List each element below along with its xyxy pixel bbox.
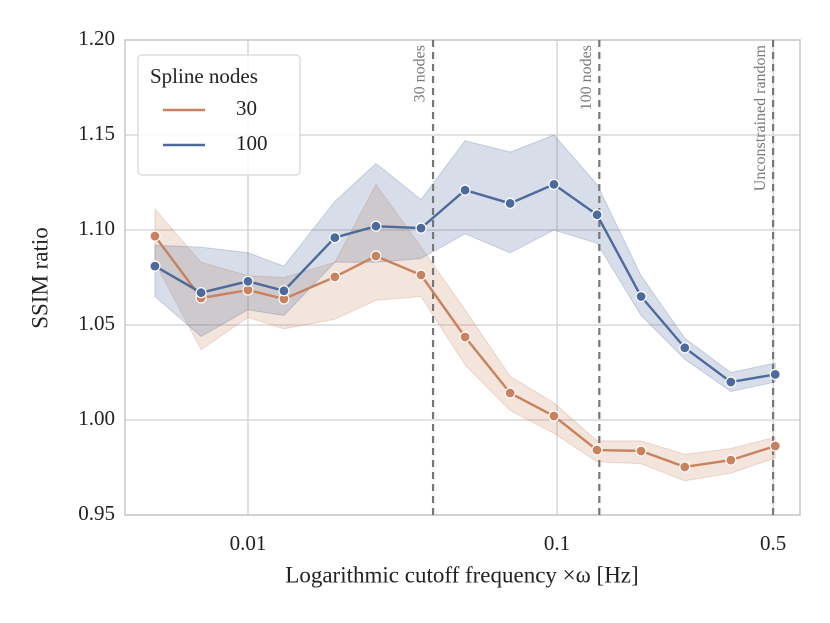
y-tick-label: 1.20 bbox=[78, 26, 115, 50]
point bbox=[725, 454, 737, 466]
point bbox=[195, 287, 207, 299]
point bbox=[548, 178, 560, 190]
point bbox=[635, 290, 647, 303]
y-tick-label: 1.10 bbox=[78, 216, 115, 240]
reference-label: 30 nodes bbox=[412, 45, 429, 102]
x-tick-label: 0.5 bbox=[760, 531, 786, 555]
legend-label: 100 bbox=[236, 131, 268, 155]
x-tick-label: 0.1 bbox=[544, 531, 570, 555]
point bbox=[591, 444, 603, 456]
x-axis-label: Logarithmic cutoff frequency ×ω [Hz] bbox=[285, 562, 638, 587]
point bbox=[769, 440, 781, 452]
legend-label: 30 bbox=[236, 96, 257, 120]
point bbox=[149, 230, 161, 242]
point bbox=[679, 342, 691, 354]
point bbox=[459, 184, 471, 196]
legend: Spline nodes 30 100 bbox=[137, 54, 301, 176]
point bbox=[504, 387, 516, 399]
plot-frame bbox=[124, 39, 801, 516]
y-tick-label: 0.95 bbox=[78, 501, 115, 525]
y-tick-label: 1.00 bbox=[78, 406, 115, 430]
point bbox=[635, 445, 647, 457]
point bbox=[370, 220, 382, 232]
reference-label: Unconstrained random bbox=[752, 44, 769, 191]
point bbox=[415, 222, 427, 234]
x-tick-label: 0.01 bbox=[230, 531, 267, 555]
legend-title: Spline nodes bbox=[150, 64, 258, 88]
point bbox=[329, 271, 341, 283]
point bbox=[370, 250, 382, 262]
y-tick-label: 1.05 bbox=[78, 311, 115, 335]
point bbox=[149, 260, 161, 272]
point bbox=[679, 461, 691, 473]
point bbox=[504, 197, 516, 209]
point bbox=[769, 368, 781, 380]
point bbox=[459, 331, 471, 343]
point bbox=[329, 232, 341, 244]
y-tick-label: 1.15 bbox=[78, 121, 115, 145]
reference-label: 100 nodes bbox=[578, 45, 595, 110]
point bbox=[242, 275, 254, 287]
point bbox=[591, 209, 603, 221]
y-axis-label: SSIM ratio bbox=[27, 227, 52, 329]
point bbox=[548, 410, 560, 422]
point bbox=[725, 376, 737, 388]
point bbox=[415, 269, 427, 281]
point bbox=[278, 285, 290, 297]
